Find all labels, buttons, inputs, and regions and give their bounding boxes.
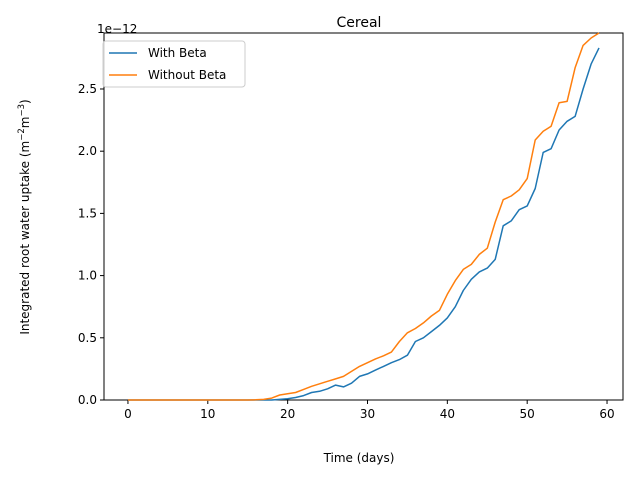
y-tick-label: 0.0 — [78, 393, 97, 407]
legend: With Beta Without Beta — [102, 40, 246, 88]
x-tick-label: 10 — [200, 407, 215, 421]
x-tick-label: 0 — [124, 407, 132, 421]
x-axis-ticks: 0 10 20 30 40 50 60 — [124, 400, 615, 421]
series-line-1 — [128, 47, 600, 401]
y-axis-label-end: ) — [18, 99, 32, 104]
y-tick-label: 2.5 — [78, 82, 97, 96]
x-tick-label: 20 — [280, 407, 295, 421]
x-axis-label: Time (days) — [323, 451, 395, 465]
y-axis-label-sup1: −2 — [17, 128, 27, 141]
x-tick-label: 30 — [360, 407, 375, 421]
x-tick-label: 40 — [440, 407, 455, 421]
plot-frame — [103, 32, 624, 401]
series-line-2 — [128, 32, 600, 401]
y-tick-label: 1.0 — [78, 269, 97, 283]
legend-label-1: With Beta — [148, 46, 207, 60]
y-axis-label: Integrated root water uptake (m−2m−3) — [17, 99, 32, 334]
legend-box — [102, 40, 246, 88]
chart-title: Cereal — [337, 15, 382, 31]
y-axis-label-sup2: −3 — [17, 104, 27, 117]
y-axis-label-mid: m — [18, 117, 32, 129]
y-tick-label: 2.0 — [78, 144, 97, 158]
y-axis-label-main: Integrated root water uptake (m — [18, 141, 32, 335]
y-axis-ticks: 0.0 0.5 1.0 1.5 2.0 2.5 — [78, 82, 104, 407]
x-tick-label: 50 — [520, 407, 535, 421]
series-layer — [128, 32, 600, 401]
y-offset-label: 1e−12 — [97, 22, 137, 36]
y-tick-label: 0.5 — [78, 331, 97, 345]
y-tick-label: 1.5 — [78, 206, 97, 220]
x-tick-label: 60 — [599, 407, 614, 421]
legend-label-2: Without Beta — [148, 68, 226, 82]
plot-area — [103, 32, 624, 401]
